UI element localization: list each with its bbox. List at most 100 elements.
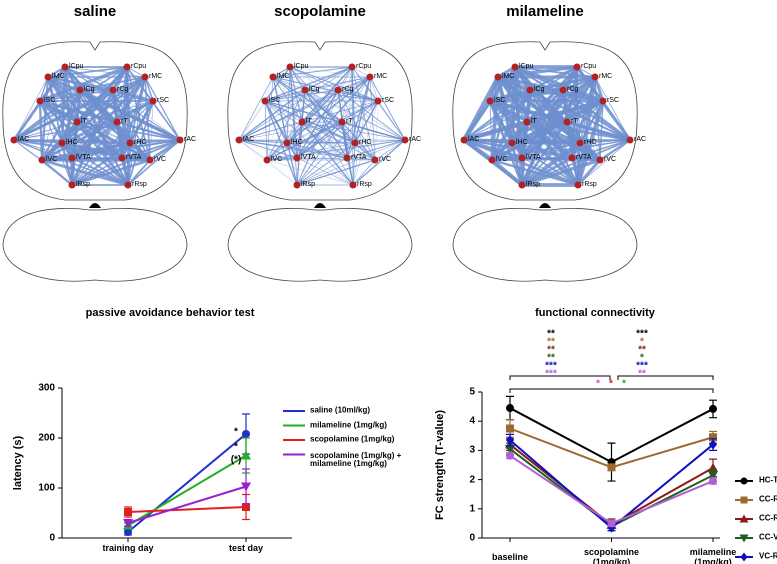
connection	[352, 159, 376, 186]
connection	[463, 120, 528, 142]
node-label: rVC	[604, 156, 617, 164]
connection	[71, 141, 131, 160]
node-label: lMC	[277, 73, 290, 81]
connection	[41, 159, 73, 186]
connection	[296, 121, 343, 159]
connection	[337, 89, 376, 161]
connection	[289, 66, 371, 78]
node-label: rT	[121, 118, 128, 126]
connection	[238, 66, 353, 141]
connection	[602, 100, 631, 141]
cerebellum-outline	[2, 207, 188, 282]
connection	[491, 142, 513, 161]
marker	[241, 450, 251, 460]
marker	[709, 477, 717, 486]
connection	[511, 142, 579, 186]
node	[526, 86, 534, 94]
connection	[266, 76, 371, 161]
significance-stars: *	[609, 378, 613, 390]
node	[486, 97, 494, 105]
y-tick-label: 0	[49, 532, 55, 544]
y-tick-label: 3	[469, 444, 475, 456]
node-label: rCg	[342, 86, 354, 94]
connection	[266, 139, 406, 161]
connection	[301, 100, 379, 123]
node	[348, 63, 356, 71]
connection	[579, 139, 631, 144]
connection	[61, 142, 129, 186]
connection	[238, 100, 266, 141]
marker	[709, 439, 717, 450]
connection	[497, 65, 578, 79]
connection	[521, 121, 568, 186]
connection	[76, 121, 181, 141]
node-label: lHC	[66, 139, 78, 147]
connection	[112, 88, 154, 103]
connection	[149, 100, 154, 161]
marker	[739, 534, 749, 543]
marker	[241, 482, 251, 492]
connection	[266, 89, 306, 161]
node-label: lSC	[44, 97, 56, 105]
connection	[47, 66, 128, 78]
connection	[41, 158, 129, 187]
connection	[272, 76, 303, 123]
connection	[286, 66, 291, 144]
connection	[272, 76, 306, 91]
significance-stars: **	[547, 328, 555, 340]
connection	[296, 157, 376, 161]
connection	[286, 142, 298, 186]
connection	[129, 142, 151, 161]
connection	[272, 76, 376, 161]
connection	[562, 89, 604, 102]
connection	[566, 121, 581, 144]
node-label: lVTA	[76, 154, 91, 162]
node	[286, 63, 294, 71]
node-label: lVC	[271, 156, 283, 164]
node	[73, 118, 81, 126]
connection	[289, 66, 298, 186]
connection	[286, 142, 354, 186]
marker	[124, 528, 132, 536]
marker	[506, 404, 514, 413]
node	[283, 139, 291, 147]
connection	[40, 76, 50, 161]
node-label: lAC	[18, 136, 30, 144]
network-title: scopolamine	[274, 2, 366, 20]
node	[293, 154, 301, 162]
marker	[740, 477, 748, 485]
node-label: rHC	[134, 139, 147, 147]
connection	[377, 100, 406, 141]
node-label: lAC	[468, 136, 480, 144]
connection	[13, 121, 78, 141]
brain-outline	[452, 41, 638, 201]
connection	[264, 89, 339, 102]
legend-label: scopolamine (1mg/kg) + milameline (1mg/k…	[310, 450, 402, 469]
legend-label: CC-Resp	[759, 494, 777, 504]
node-label: rCg	[567, 86, 579, 94]
connection	[301, 121, 376, 161]
y-tick-label: 4	[469, 415, 475, 427]
marker	[607, 463, 616, 472]
node-label: rCpu	[356, 63, 372, 71]
annotation: *	[234, 426, 238, 438]
node	[126, 139, 134, 147]
connection	[127, 139, 181, 186]
marker	[506, 435, 514, 446]
node	[68, 181, 76, 189]
connection	[491, 141, 581, 162]
connection	[562, 88, 631, 142]
y-tick-label: 300	[38, 382, 55, 394]
marker	[506, 451, 514, 460]
node-label: rSC	[382, 97, 395, 105]
connection	[374, 100, 379, 161]
connection	[578, 141, 602, 162]
connection	[296, 142, 356, 186]
node	[596, 156, 604, 164]
connection	[571, 157, 579, 186]
node	[38, 156, 46, 164]
annotation: *	[234, 441, 238, 453]
marker	[709, 433, 717, 442]
node-label: lHC	[291, 139, 303, 147]
